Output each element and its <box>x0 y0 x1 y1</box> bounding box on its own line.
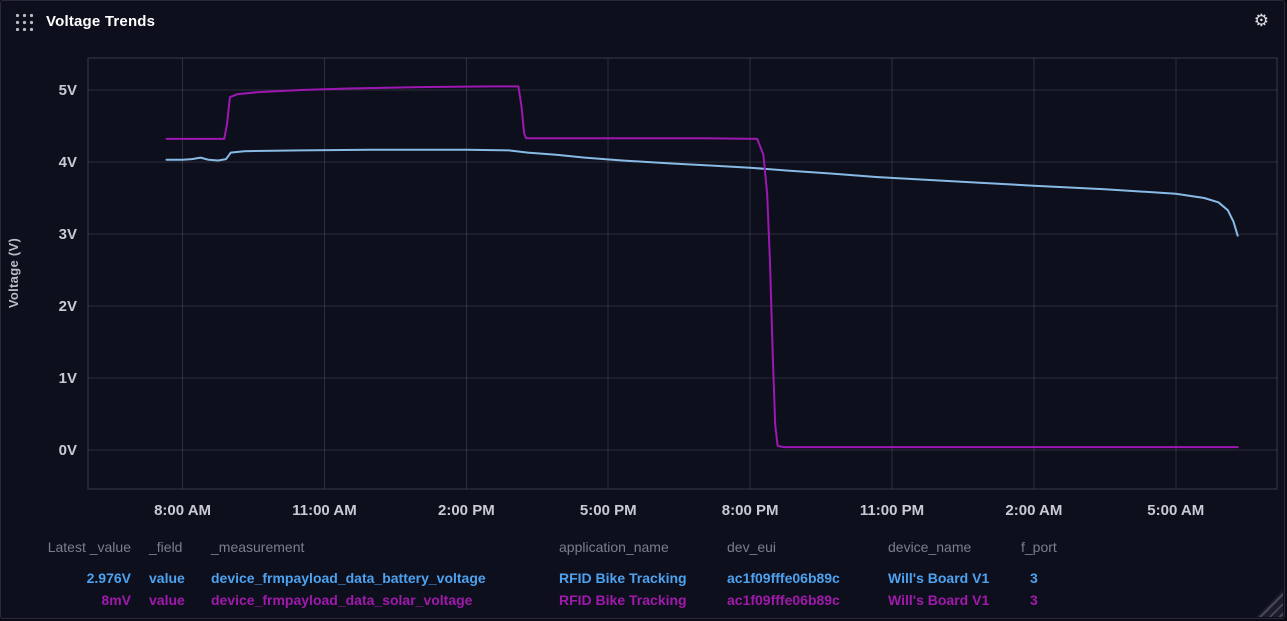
legend-column-header[interactable]: _field <box>149 539 183 555</box>
panel-title: Voltage Trends <box>46 12 156 30</box>
series-line-solar-voltage <box>165 85 1239 449</box>
legend-column-header[interactable]: device_name <box>888 539 972 555</box>
drag-handle-grid-icon[interactable] <box>13 11 33 31</box>
y-tick-label: 4V <box>59 154 77 171</box>
x-tick-label: 2:00 AM <box>1005 502 1062 519</box>
legend-column-header[interactable]: Latest _value <box>47 539 131 555</box>
y-tick-label: 1V <box>59 370 77 387</box>
legend-column-header[interactable]: application_name <box>559 539 669 555</box>
y-axis-title: Voltage (V) <box>6 238 21 308</box>
legend-cell: value <box>149 592 185 608</box>
legend-cell: ac1f09fffe06b89c <box>727 570 840 586</box>
x-tick-label: 8:00 PM <box>722 502 779 519</box>
legend-row-solar-voltage[interactable]: 8mV value device_frmpayload_data_solar_vol… <box>1 589 1287 611</box>
x-tick-label: 5:00 PM <box>580 502 637 519</box>
legend-column-header[interactable]: f_port <box>1021 539 1057 555</box>
y-tick-label: 0V <box>59 442 77 459</box>
x-tick-label: 8:00 AM <box>154 502 211 519</box>
legend-cell: device_frmpayload_data_solar_voltage <box>211 592 473 608</box>
legend-column-header[interactable]: _measurement <box>211 539 305 555</box>
legend-cell: RFID Bike Tracking <box>559 592 687 608</box>
legend-cell: 8mV <box>101 592 131 608</box>
legend-cell: 3 <box>1030 570 1038 586</box>
y-tick-label: 3V <box>59 226 77 243</box>
plot-frame <box>87 57 1278 490</box>
legend-cell: Will's Board V1 <box>888 570 990 586</box>
legend-cell: ac1f09fffe06b89c <box>727 592 840 608</box>
panel-header[interactable]: Voltage Trends ⚙ <box>1 1 1284 41</box>
legend-cell: device_frmpayload_data_battery_voltage <box>211 570 486 586</box>
legend-row-battery-voltage[interactable]: 2.976V value device_frmpayload_data_batter… <box>1 567 1287 589</box>
x-tick-label: 11:00 AM <box>292 502 356 519</box>
legend-table: Latest _value _field _measurement applicati… <box>1 537 1287 611</box>
legend-cell: Will's Board V1 <box>888 592 990 608</box>
legend-cell: 2.976V <box>86 570 131 586</box>
x-tick-label: 2:00 PM <box>438 502 495 519</box>
y-tick-label: 2V <box>59 298 77 315</box>
gear-icon[interactable]: ⚙ <box>1253 10 1269 31</box>
legend-column-header[interactable]: dev_eui <box>727 539 777 555</box>
x-tick-label: 11:00 PM <box>860 502 924 519</box>
x-tick-label: 5:00 AM <box>1147 502 1204 519</box>
series-line-battery-voltage <box>165 148 1239 237</box>
legend-cell: value <box>149 570 185 586</box>
y-tick-label: 5V <box>59 82 77 99</box>
legend-cell: RFID Bike Tracking <box>559 570 687 586</box>
legend-header-row: Latest _value _field _measurement applicati… <box>1 537 1287 557</box>
legend-body: 2.976V value device_frmpayload_data_batter… <box>1 567 1287 611</box>
voltage-chart: 8:00 AM 11:00 AM 2:00 PM 5:00 PM 8:00 PM 11:0… <box>6 57 1278 519</box>
legend-cell: 3 <box>1030 592 1038 608</box>
